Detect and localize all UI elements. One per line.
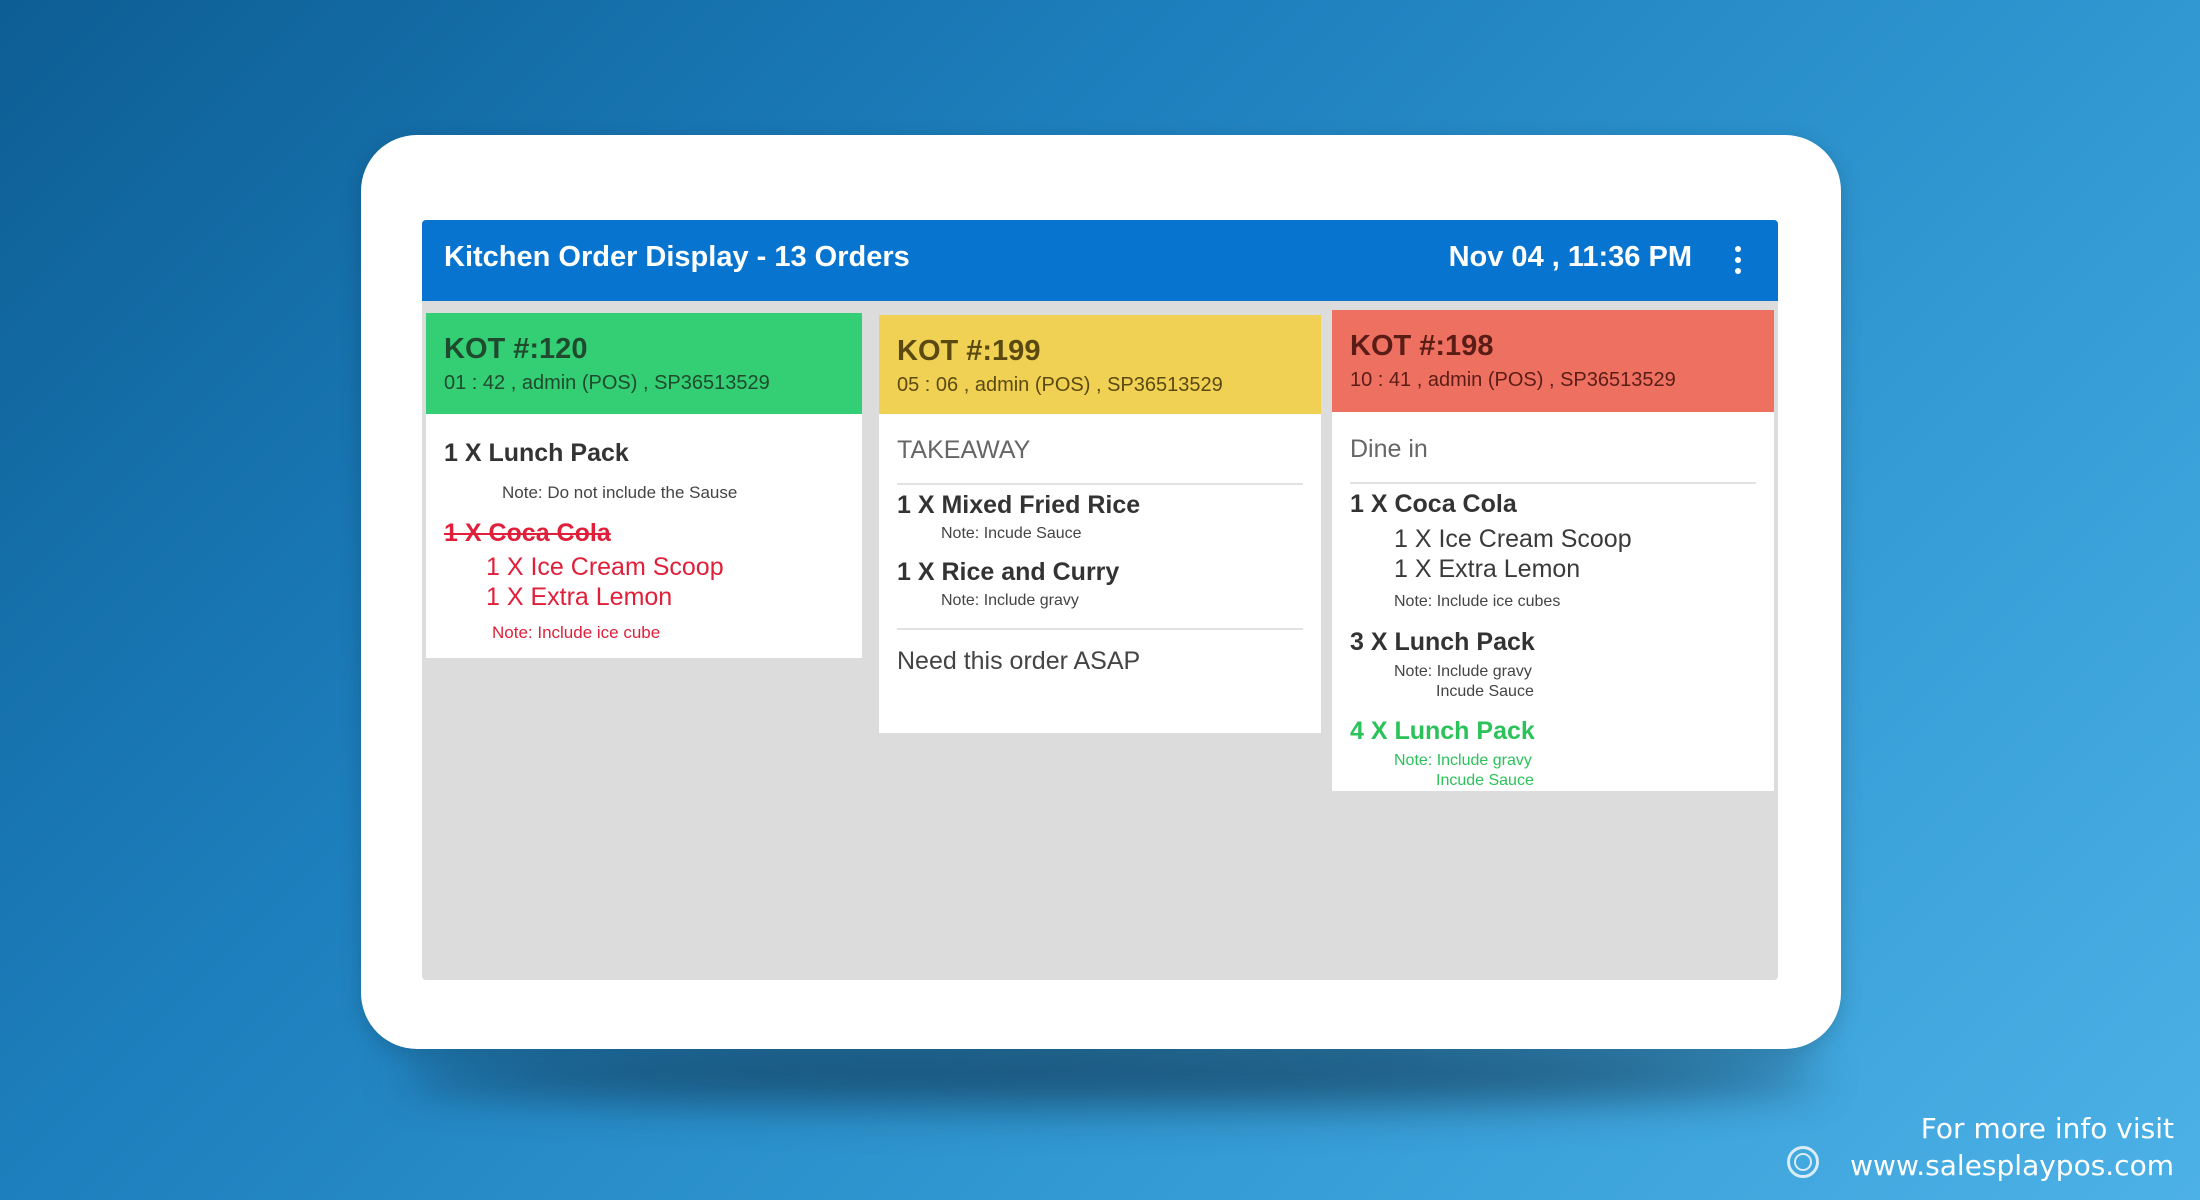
- order-header: KOT #:120 01 : 42 , admin (POS) , SP3651…: [426, 313, 862, 414]
- device-shadow: [400, 1045, 1820, 1105]
- order-note: Need this order ASAP: [897, 647, 1141, 675]
- order-item[interactable]: 1 X Mixed Fried Rice: [897, 491, 1141, 519]
- kot-number: KOT #:198: [1350, 330, 1494, 362]
- app-bar: Kitchen Order Display - 13 Orders Nov 04…: [422, 220, 1778, 301]
- order-header: KOT #:198 10 : 41 , admin (POS) , SP3651…: [1332, 310, 1774, 412]
- footer-info-text: For more info visit: [1920, 1112, 2174, 1145]
- order-type: TAKEAWAY: [897, 436, 1031, 464]
- divider: [1350, 482, 1756, 484]
- order-type: Dine in: [1350, 435, 1428, 463]
- item-note: Note: Include ice cubes: [1394, 593, 1561, 610]
- item-note: Note: Include gravy: [941, 592, 1079, 609]
- order-item[interactable]: 1 X Coca Cola: [1350, 490, 1517, 518]
- item-note: Note: Include ice cube: [492, 623, 661, 642]
- item-addon: 1 X Extra Lemon: [486, 583, 673, 611]
- datetime-display: Nov 04 , 11:36 PM: [1448, 241, 1692, 273]
- order-card-120[interactable]: KOT #:120 01 : 42 , admin (POS) , SP3651…: [426, 313, 862, 658]
- page-title: Kitchen Order Display - 13 Orders: [444, 241, 910, 273]
- item-addon: 1 X Ice Cream Scoop: [1394, 525, 1632, 553]
- divider: [897, 628, 1303, 630]
- kot-number: KOT #:199: [897, 335, 1041, 367]
- order-card-198[interactable]: KOT #:198 10 : 41 , admin (POS) , SP3651…: [1332, 310, 1774, 791]
- order-item[interactable]: 1 X Lunch Pack: [444, 439, 629, 467]
- item-note: Note: Incude Sauce: [941, 525, 1082, 542]
- order-meta: 05 : 06 , admin (POS) , SP36513529: [897, 374, 1223, 396]
- kot-number: KOT #:120: [444, 333, 588, 365]
- order-item-cancelled[interactable]: 1 X Coca Cola: [444, 519, 611, 547]
- order-item[interactable]: 1 X Rice and Curry: [897, 558, 1120, 586]
- item-note: Note: Do not include the Sause: [502, 483, 738, 502]
- dribbble-icon[interactable]: [1787, 1146, 1819, 1178]
- kitchen-display-app: Kitchen Order Display - 13 Orders Nov 04…: [422, 220, 1778, 980]
- divider: [897, 483, 1303, 485]
- order-meta: 10 : 41 , admin (POS) , SP36513529: [1350, 369, 1676, 391]
- item-addon: 1 X Ice Cream Scoop: [486, 553, 724, 581]
- order-header: KOT #:199 05 : 06 , admin (POS) , SP3651…: [879, 315, 1321, 414]
- item-addon: 1 X Extra Lemon: [1394, 555, 1581, 583]
- order-item[interactable]: 3 X Lunch Pack: [1350, 628, 1535, 656]
- order-meta: 01 : 42 , admin (POS) , SP36513529: [444, 372, 770, 394]
- more-vertical-icon[interactable]: [1734, 246, 1742, 274]
- item-note: Incude Sauce: [1436, 683, 1534, 700]
- order-item-added[interactable]: 4 X Lunch Pack: [1350, 717, 1535, 745]
- item-note: Note: Include gravy: [1394, 663, 1532, 680]
- order-card-199[interactable]: KOT #:199 05 : 06 , admin (POS) , SP3651…: [879, 315, 1321, 733]
- footer-website-link[interactable]: www.salesplaypos.com: [1850, 1149, 2174, 1182]
- item-note: Note: Include gravy: [1394, 752, 1532, 769]
- item-note: Incude Sauce: [1436, 772, 1534, 789]
